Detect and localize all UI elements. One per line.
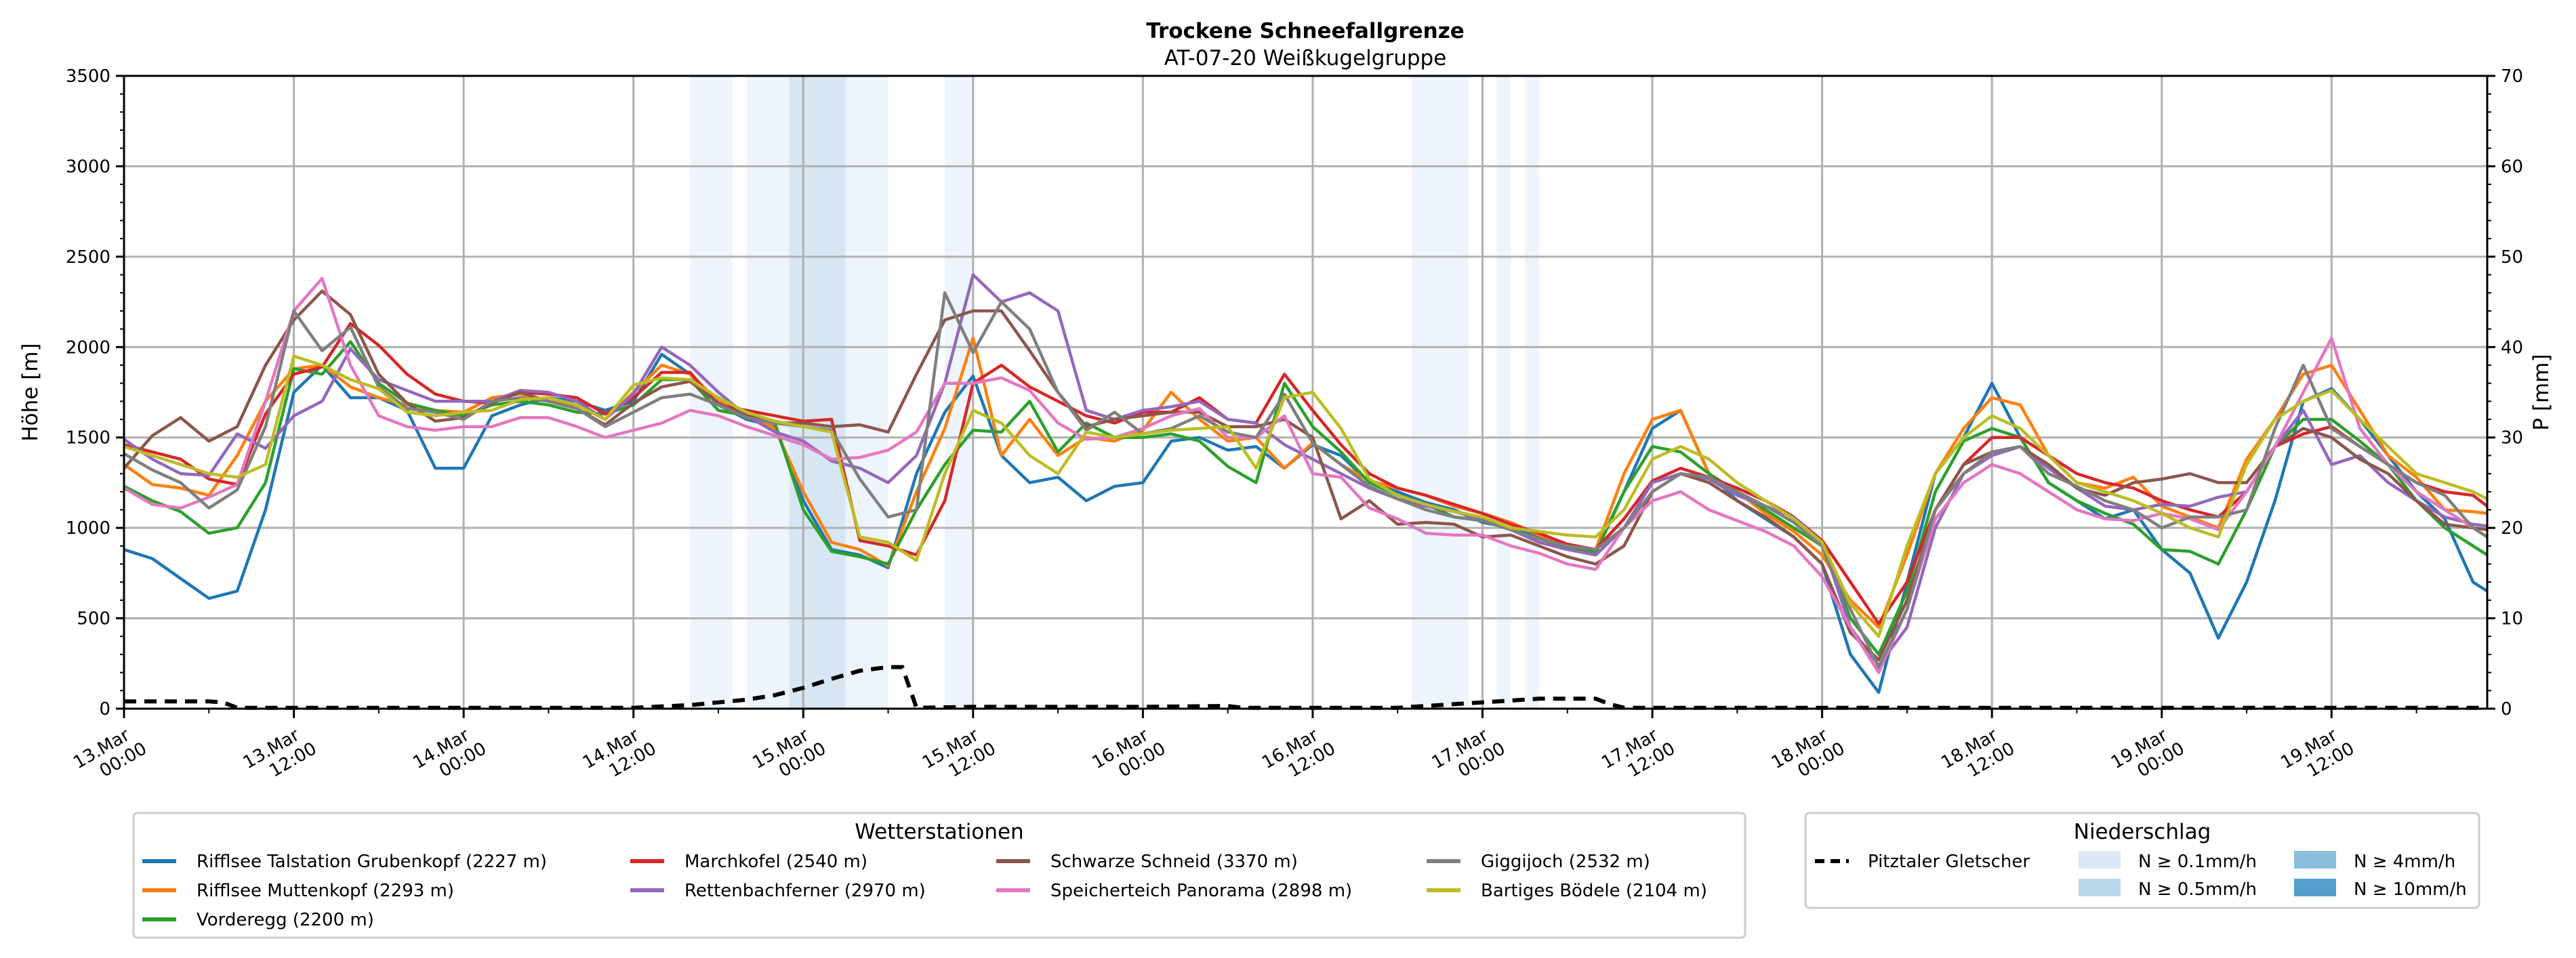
precip-band <box>746 76 790 709</box>
chart-subtitle: AT-07-20 Weißkugelgruppe <box>1164 46 1447 70</box>
precip-band <box>789 76 846 709</box>
legend-precip-title: Niederschlag <box>2074 820 2211 844</box>
legend-level-swatch <box>2079 851 2121 869</box>
series-line <box>123 273 2488 667</box>
legend-label: Rettenbachferner (2970 m) <box>684 881 926 901</box>
legend-stations: Wetterstationen Rifflsee Talstation Grub… <box>132 812 1746 939</box>
y2-tick-label: 60 <box>2501 157 2523 177</box>
y2-tick-label: 50 <box>2501 247 2523 268</box>
y2-tick-label: 0 <box>2501 699 2512 720</box>
legend-level-label: N ≥ 0.5mm/h <box>2138 879 2257 900</box>
y-tick-label: 500 <box>77 609 110 629</box>
series-line <box>123 354 2489 638</box>
chart-title: Trockene Schneefallgrenze <box>1146 19 1465 43</box>
series-line <box>123 340 2489 657</box>
y-tick-label: 3500 <box>66 66 110 87</box>
plot-frame <box>123 75 2489 710</box>
y-axis-label: Höhe [m] <box>18 343 43 441</box>
legend-precip-line-label: Pitztaler Gletscher <box>1868 852 2030 872</box>
legend-label: Rifflsee Muttenkopf (2293 m) <box>197 881 454 901</box>
precip-band <box>845 76 888 709</box>
legend-level-label: N ≥ 0.1mm/h <box>2138 852 2257 872</box>
legend-stations-frame <box>132 812 1746 939</box>
precip-band <box>1412 76 1469 709</box>
legend-precip: Niederschlag Pitztaler Gletscher N ≥ 0.1… <box>1804 812 2480 909</box>
series-line <box>123 276 2489 674</box>
y2-tick-label: 70 <box>2501 66 2523 87</box>
legend-label: Bartiges Bödele (2104 m) <box>1481 881 1707 901</box>
legend-label: Giggijoch (2532 m) <box>1481 852 1650 872</box>
y-tick-label: 2500 <box>66 247 110 268</box>
y2-tick-label: 40 <box>2501 337 2523 358</box>
legend-level-swatch <box>2294 879 2336 896</box>
legend-label: Speicherteich Panorama (2898 m) <box>1050 881 1352 901</box>
y-tick-label: 2000 <box>66 337 110 358</box>
series-line <box>123 322 2489 625</box>
precip-band <box>1496 76 1511 709</box>
series-line <box>123 289 2488 662</box>
y2-axis-label: P [mm] <box>2529 354 2554 430</box>
legend-label: Vorderegg (2200 m) <box>197 910 374 930</box>
precip-band <box>1525 76 1540 709</box>
series-line <box>123 291 2489 669</box>
legend-level-label: N ≥ 10mm/h <box>2354 879 2467 900</box>
y2-tick-label: 10 <box>2501 609 2523 629</box>
y2-tick-label: 20 <box>2501 518 2523 539</box>
legend-label: Schwarze Schneid (3370 m) <box>1050 852 1298 872</box>
y-tick-label: 0 <box>99 699 110 720</box>
precipitation-bands <box>690 76 1540 709</box>
legend-level-swatch <box>2294 851 2336 869</box>
legend-label: Rifflsee Talstation Grubenkopf (2227 m) <box>197 852 547 872</box>
series-lines <box>123 273 2489 694</box>
legend-label: Marchkofel (2540 m) <box>684 852 867 872</box>
y-tick-label: 3000 <box>66 157 110 177</box>
legend-stations-title: Wetterstationen <box>855 820 1023 844</box>
y2-tick-label: 30 <box>2501 428 2523 449</box>
precip-line-group <box>124 665 2487 710</box>
legend-level-label: N ≥ 4mm/h <box>2354 852 2455 872</box>
precip-line <box>124 665 2487 710</box>
y-tick-label: 1500 <box>66 428 110 449</box>
legend-level-swatch <box>2079 879 2121 896</box>
y-tick-label: 1000 <box>66 518 110 539</box>
